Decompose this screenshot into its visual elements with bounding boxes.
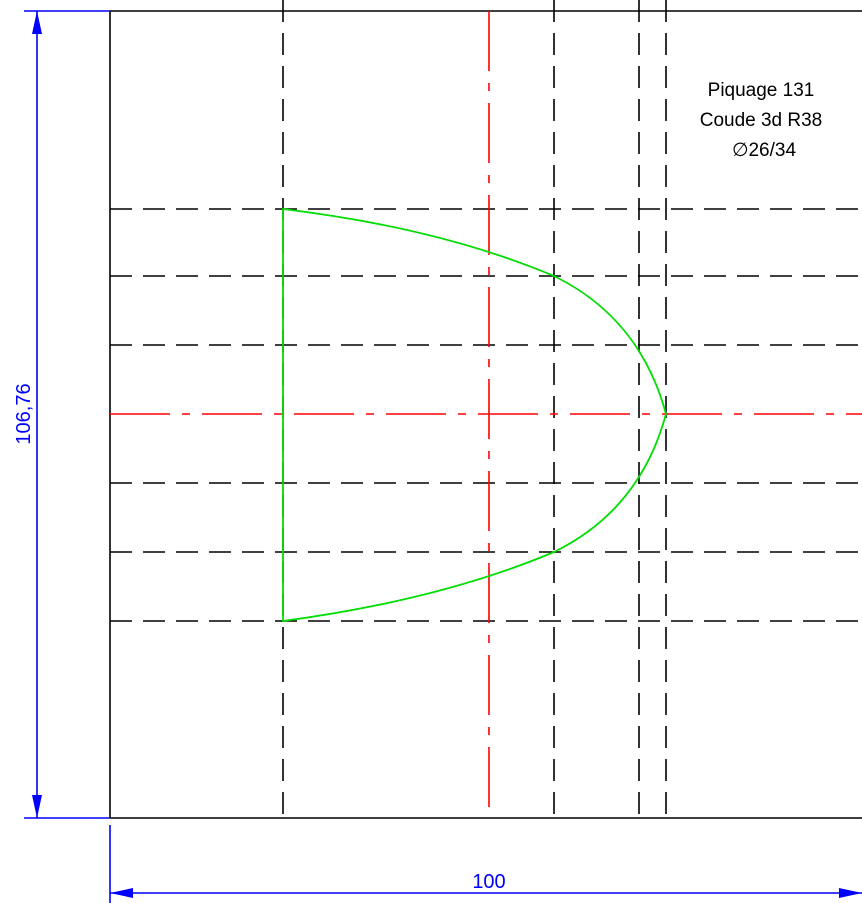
width-arrow-right <box>839 888 862 898</box>
annotation-line-3: ∅26/34 <box>732 140 797 161</box>
profile-curve <box>282 207 667 623</box>
width-arrow-left <box>110 888 133 898</box>
height-arrow-bottom <box>32 795 42 818</box>
annotation-block: Piquage 131 Coude 3d R38 ∅26/34 <box>700 80 823 161</box>
width-dimension <box>109 825 862 903</box>
annotation-line-1: Piquage 131 <box>708 80 815 101</box>
width-dimension-label: 100 <box>472 871 505 893</box>
center-lines <box>110 11 862 818</box>
height-dimension <box>24 10 110 819</box>
height-arrow-top <box>32 11 42 34</box>
annotation-line-2: Coude 3d R38 <box>700 110 823 131</box>
height-dimension-label: 106,76 <box>13 383 35 444</box>
